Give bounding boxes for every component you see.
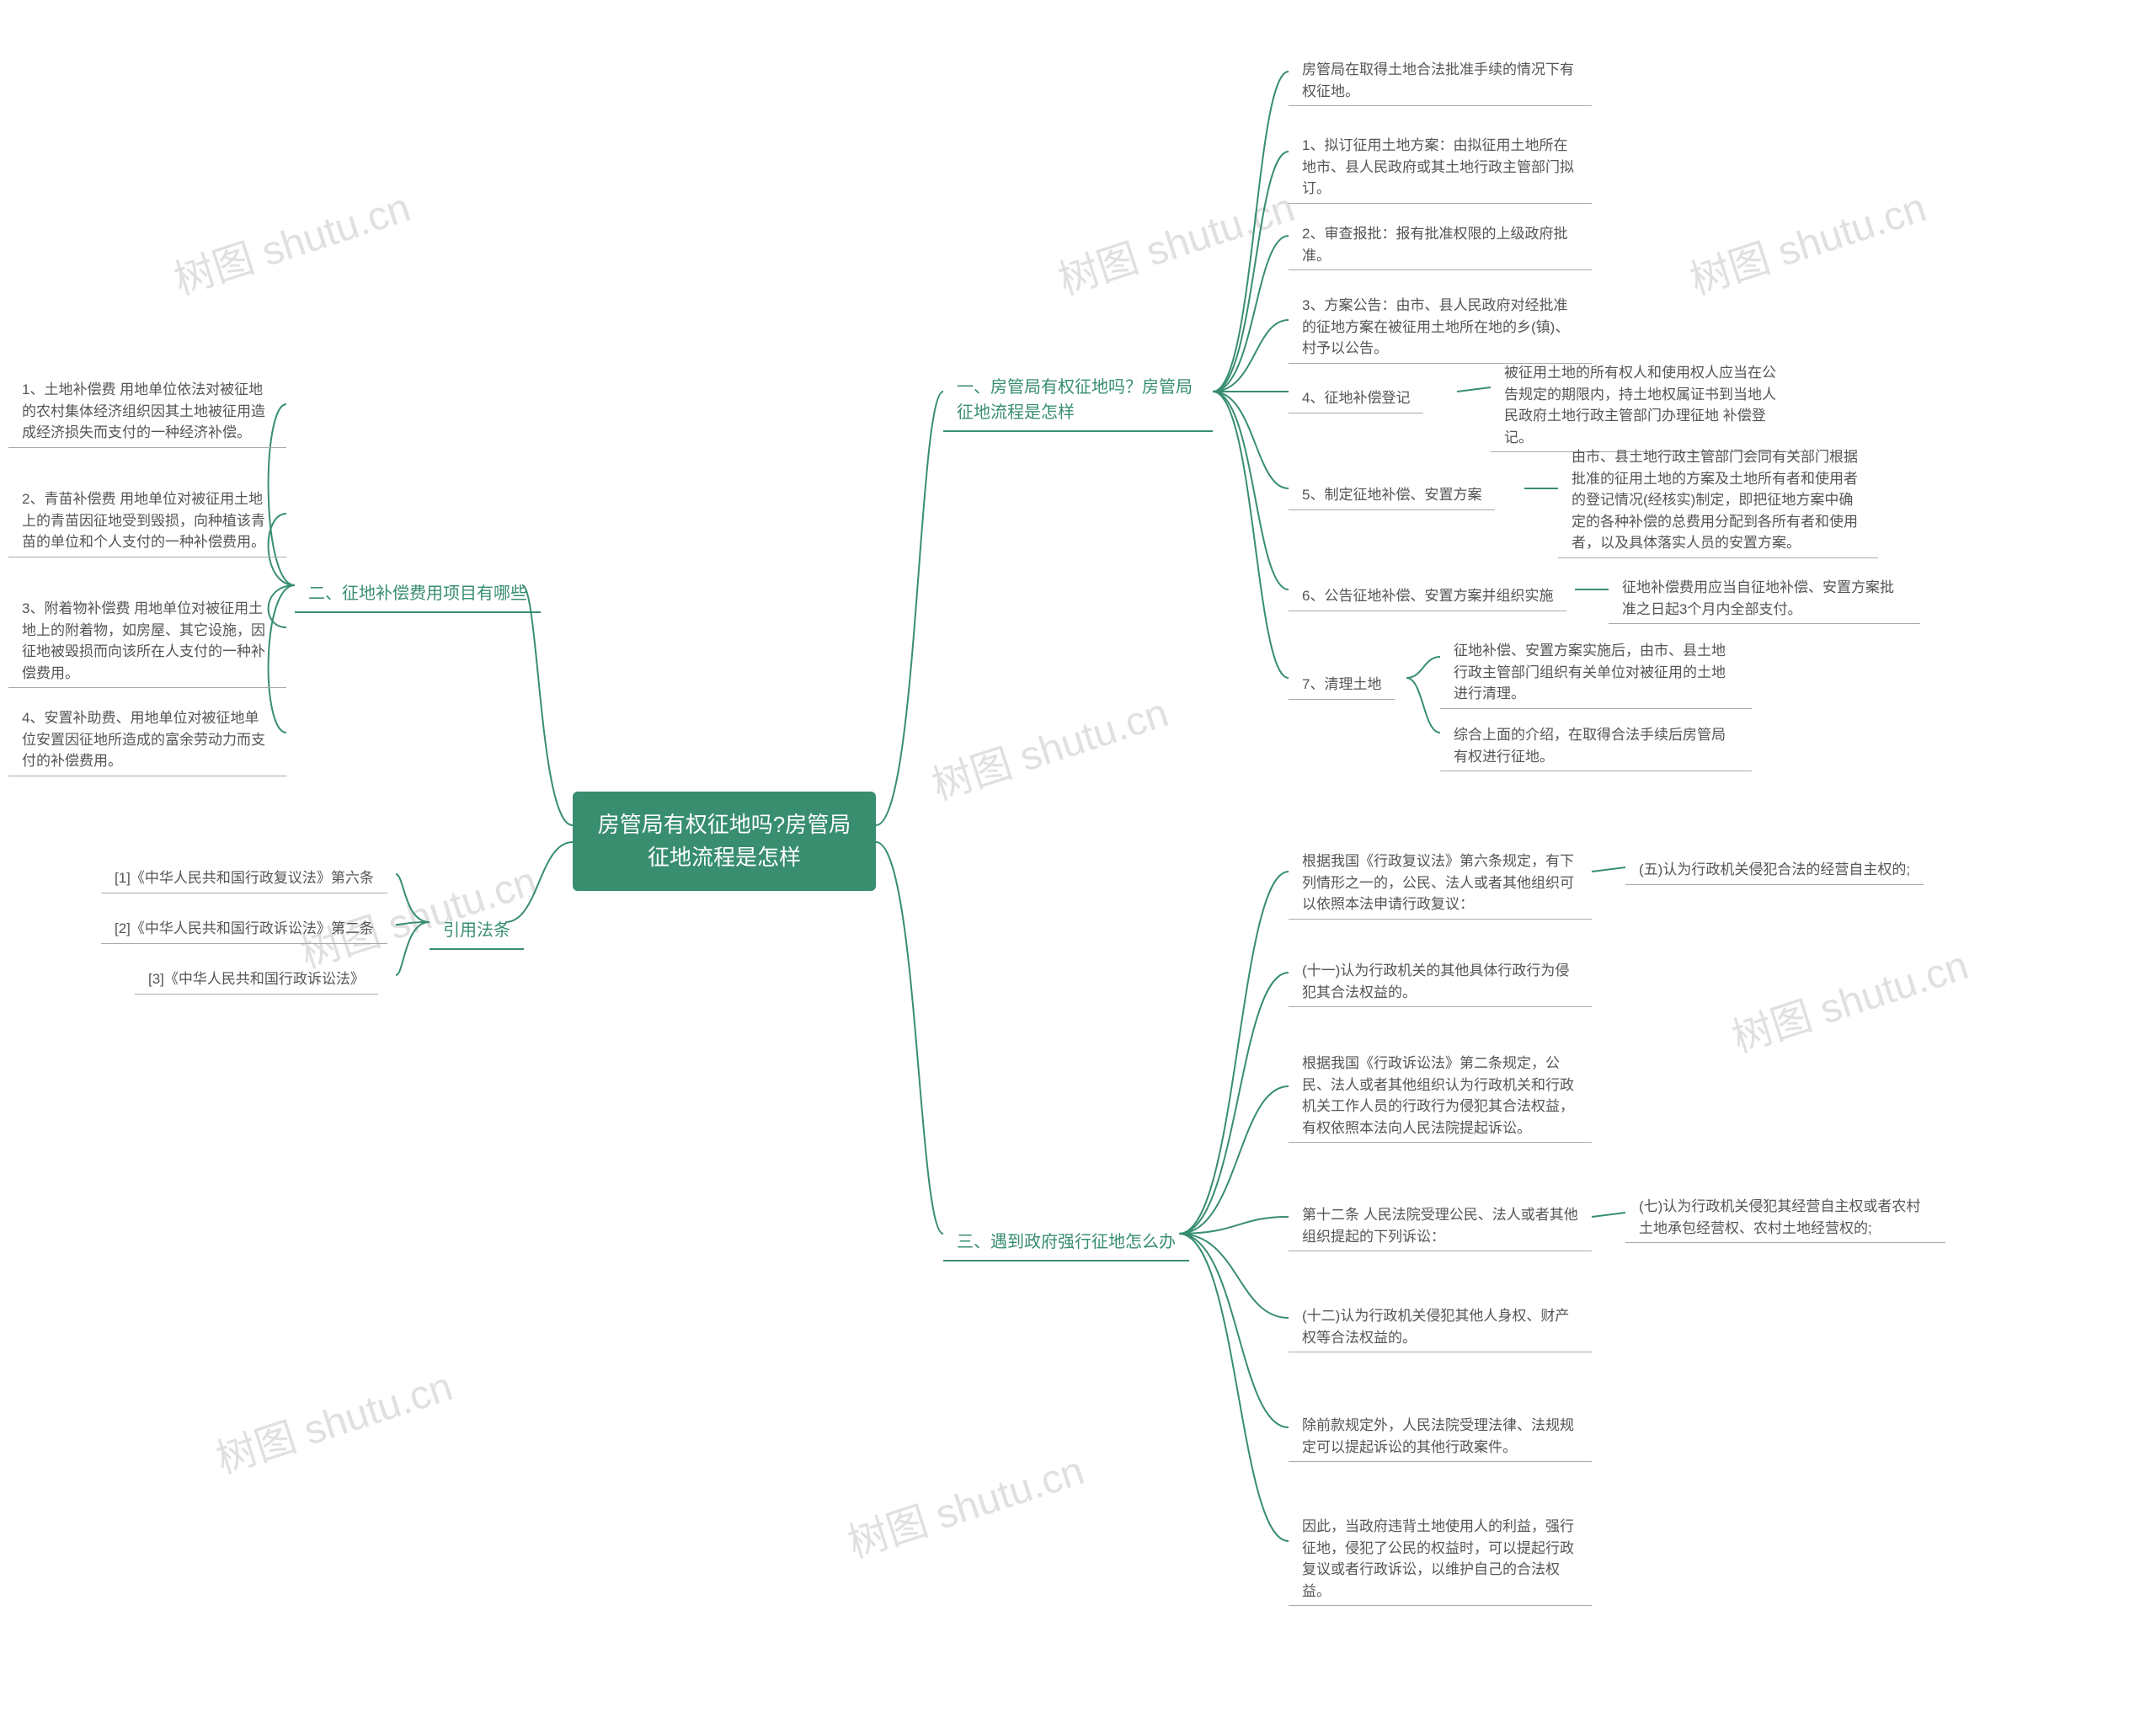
b2-leaf-1: 2、青苗补偿费 用地单位对被征用土地上的青苗因征地受到毁损，向种植该青苗的单位和… — [8, 480, 286, 557]
b1-leaf-7: 7、清理土地 — [1289, 665, 1395, 700]
b1-leaf-6: 6、公告征地补偿、安置方案并组织实施 — [1289, 577, 1566, 611]
branch-4: 引用法条 — [430, 909, 524, 950]
b2-leaf-2: 3、附着物补偿费 用地单位对被征用土地上的附着物，如房屋、其它设施，因征地被毁损… — [8, 589, 286, 688]
b4-leaf-2: [3]《中华人民共和国行政诉讼法》 — [135, 960, 378, 995]
b1-leaf-2: 2、审查报批：报有批准权限的上级政府批准。 — [1289, 215, 1592, 270]
b1-leaf-4: 4、征地补偿登记 — [1289, 379, 1423, 413]
branch-1: 一、房管局有权征地吗？房管局征地流程是怎样 — [943, 366, 1213, 432]
watermark: 树图 shutu.cn — [1049, 174, 1300, 306]
b3-sub-3: (七)认为行政机关侵犯其经营自主权或者农村土地承包经营权、农村土地经营权的; — [1625, 1187, 1945, 1243]
watermark: 树图 shutu.cn — [207, 1353, 458, 1485]
b1-sub-5: 由市、县土地行政主管部门会同有关部门根据批准的征用土地的方案及土地所有者和使用者… — [1558, 438, 1878, 558]
b1-sub-6: 征地补偿费用应当自征地补偿、安置方案批准之日起3个月内全部支付。 — [1609, 568, 1920, 624]
branch-3: 三、遇到政府强行征地怎么办 — [943, 1221, 1189, 1261]
b4-leaf-0: [1]《中华人民共和国行政复议法》第六条 — [101, 859, 387, 893]
b3-leaf-3: 第十二条 人民法院受理公民、法人或者其他组织提起的下列诉讼： — [1289, 1196, 1592, 1251]
b3-sub-0: (五)认为行政机关侵犯合法的经营自主权的; — [1625, 851, 1924, 885]
b3-leaf-1: (十一)认为行政机关的其他具体行政行为侵犯其合法权益的。 — [1289, 952, 1592, 1007]
b1-leaf-0: 房管局在取得土地合法批准手续的情况下有权征地。 — [1289, 51, 1592, 106]
watermark: 树图 shutu.cn — [839, 1437, 1090, 1569]
b4-leaf-1: [2]《中华人民共和国行政诉讼法》第二条 — [101, 909, 387, 944]
b2-leaf-3: 4、安置补助费、用地单位对被征地单位安置因征地所造成的富余劳动力而支付的补偿费用… — [8, 699, 286, 776]
b1-leaf-3: 3、方案公告：由市、县人民政府对经批准的征地方案在被征用土地所在地的乡(镇)、村… — [1289, 286, 1592, 364]
watermark: 树图 shutu.cn — [1723, 932, 1974, 1064]
b3-leaf-5: 除前款规定外，人民法院受理法律、法规规定可以提起诉讼的其他行政案件。 — [1289, 1406, 1592, 1462]
watermark: 树图 shutu.cn — [1681, 174, 1932, 306]
b3-leaf-6: 因此，当政府违背土地使用人的利益，强行征地，侵犯了公民的权益时，可以提起行政复议… — [1289, 1507, 1592, 1606]
b3-leaf-0: 根据我国《行政复议法》第六条规定，有下列情形之一的，公民、法人或者其他组织可以依… — [1289, 842, 1592, 920]
b3-leaf-4: (十二)认为行政机关侵犯其他人身权、财产权等合法权益的。 — [1289, 1297, 1592, 1352]
b1-sub-7b: 综合上面的介绍，在取得合法手续后房管局有权进行征地。 — [1440, 716, 1752, 771]
b1-leaf-1: 1、拟订征用土地方案：由拟征用土地所在地市、县人民政府或其土地行政主管部门拟订。 — [1289, 126, 1592, 204]
b3-leaf-2: 根据我国《行政诉讼法》第二条规定，公民、法人或者其他组织认为行政机关和行政机关工… — [1289, 1044, 1592, 1143]
root-node: 房管局有权征地吗?房管局征地流程是怎样 — [573, 792, 876, 891]
b1-leaf-5: 5、制定征地补偿、安置方案 — [1289, 476, 1495, 510]
watermark: 树图 shutu.cn — [923, 680, 1174, 811]
watermark: 树图 shutu.cn — [165, 174, 416, 306]
branch-2: 二、征地补偿费用项目有哪些 — [295, 573, 541, 613]
b1-sub-7a: 征地补偿、安置方案实施后，由市、县土地行政主管部门组织有关单位对被征用的土地进行… — [1440, 632, 1752, 709]
b2-leaf-0: 1、土地补偿费 用地单位依法对被征地的农村集体经济组织因其土地被征用造成经济损失… — [8, 371, 286, 448]
